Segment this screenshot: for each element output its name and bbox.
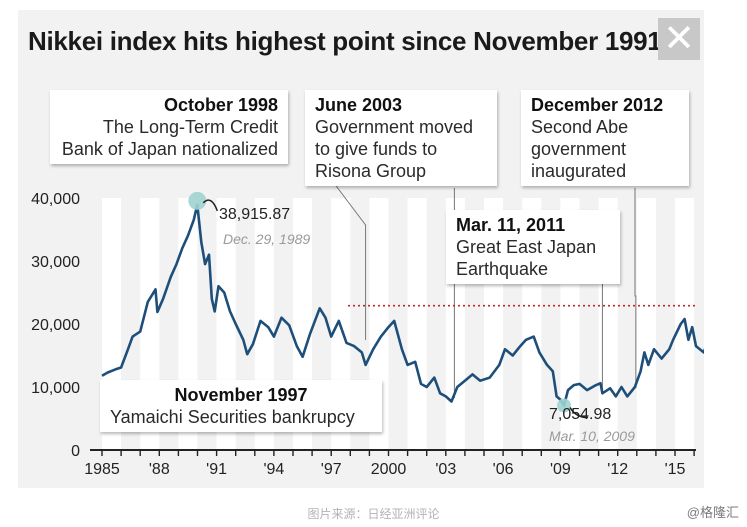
y-tick-label: 20,000 [31,317,80,334]
leader-oct-1998 [325,171,367,340]
axes: 0 10,000 20,000 30,000 40,000 1985 '88 '91 '94 '9… [31,191,696,478]
year-band [407,198,427,450]
low-marker [557,398,572,413]
annotation-head: December 2012 [531,95,664,115]
point-markers [188,191,589,419]
annotation-head: November 1997 [174,385,308,405]
annotation-mar-2011: Mar. 11, 2011 Great East Japan Earthquak… [446,210,620,284]
x-tick-label: 2000 [371,461,407,478]
annotation-nov-1997: November 1997 Yamaichi Securities bankru… [100,380,382,432]
x-tick-label: '88 [149,461,170,478]
y-tick-label: 30,000 [31,254,80,271]
source-credit: 图片来源：日经亚洲评论 [307,507,440,521]
annotation-line: to give funds to [315,139,438,159]
x-tick-label: '09 [550,461,571,478]
leader-dec-2012 [634,188,637,388]
x-tick-label: '12 [607,461,628,478]
x-tick-label: '97 [321,461,342,478]
annotation-line: Great East Japan [456,237,597,257]
y-tick-label: 10,000 [31,380,80,397]
chart-frame: Nikkei index hits highest point since No… [18,10,704,488]
peak-value-label: 38,915.87 [219,206,291,223]
close-icon[interactable]: ✕ [658,18,700,60]
annotation-head: Mar. 11, 2011 [456,215,566,235]
low-date-label: Mar. 10, 2009 [549,428,635,444]
annotation-jun-2003: June 2003 Government moved to give funds… [305,90,497,186]
x-tick-label: '06 [493,461,514,478]
annotation-line: The Long-Term Credit [102,117,278,137]
annotation-line: Bank of Japan nationalized [61,139,278,159]
y-tick-label: 0 [71,443,80,460]
annotation-line: government [531,139,627,159]
annotation-head: October 1998 [163,95,278,115]
y-tick-label: 40,000 [31,191,80,208]
annotation-head: June 2003 [315,95,403,115]
annotation-line: Yamaichi Securities bankrupcy [110,407,355,427]
annotation-dec-2012: December 2012 Second Abe government inau… [521,90,689,186]
chart-title: Nikkei index hits highest point since No… [28,26,662,56]
x-tick-label: '91 [206,461,227,478]
peak-date-label: Dec. 29, 1989 [223,231,311,247]
annotation-line: Earthquake [456,259,549,279]
x-tick-label: '03 [435,461,456,478]
low-pointer [569,407,589,419]
x-tick-label: '15 [665,461,686,478]
year-band [636,198,656,450]
annotation-line: inaugurated [531,161,627,181]
series-line [101,203,704,407]
annotation-line: Government moved [315,117,474,137]
peak-marker [188,191,207,210]
annotation-oct-1998: October 1998 The Long-Term Credit Bank o… [50,90,288,164]
x-tick-label: 1985 [84,461,120,478]
low-value-label: 7,054.98 [549,406,612,423]
peak-pointer [202,199,219,212]
annotation-line: Risona Group [315,161,427,181]
annotation-line: Second Abe [531,117,629,137]
watermark: @格隆汇 [686,505,739,520]
x-tick-label: '94 [263,461,284,478]
